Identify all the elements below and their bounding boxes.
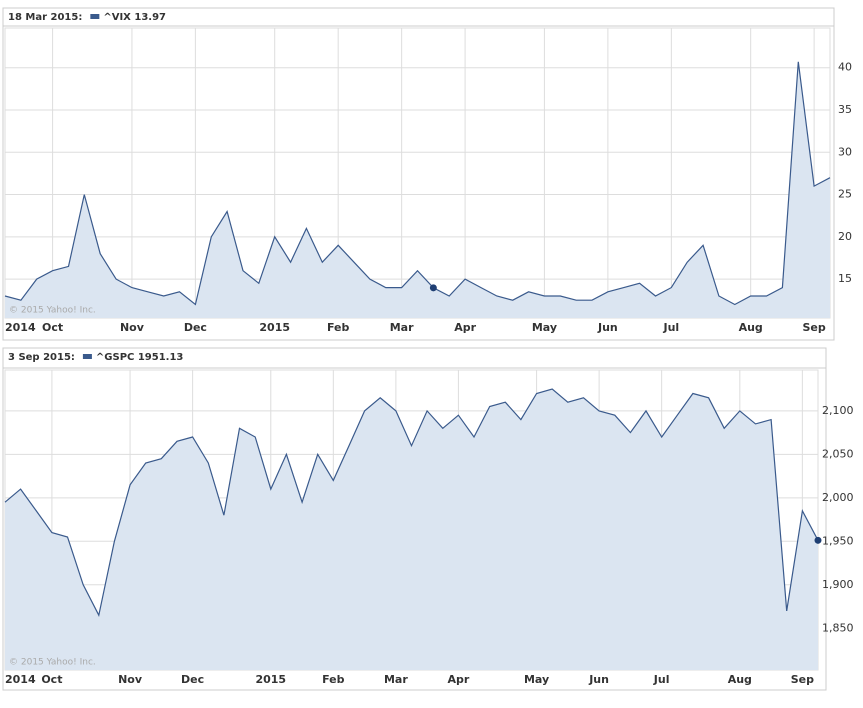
y-tick-label: 40 [838,61,852,74]
legend-label: ^GSPC 1951.13 [96,352,184,363]
legend-swatch [82,354,92,359]
watermark: © 2015 Yahoo! Inc. [9,658,96,668]
x-tick-label: Feb [327,321,350,334]
area [5,61,830,319]
x-tick-label: 2014 [5,321,36,334]
x-tick-label: Dec [184,321,207,334]
x-tick-label: Dec [181,673,204,686]
x-tick-label: Aug [739,321,763,334]
x-tick-label: Nov [120,321,145,334]
header-date: 3 Sep 2015: [8,352,75,363]
x-tick-label: Nov [118,673,143,686]
x-tick-label: Jun [597,321,618,334]
y-tick-label: 2,100 [822,404,854,417]
x-tick-label: May [524,673,549,686]
line [4,61,831,306]
x-tick-label: 2014 [5,673,36,686]
y-tick-label: 2,000 [822,491,854,504]
y-tick-label: 2,050 [822,447,854,460]
x-tick-label: Jul [653,673,670,686]
x-tick-label: Jun [588,673,609,686]
x-tick-label: Jul [662,321,679,334]
x-tick-label: Apr [454,321,476,334]
x-tick-label: Sep [791,673,814,686]
x-tick-label: Apr [447,673,469,686]
x-tick-label: 2015 [255,673,286,686]
x-tick-label: 2015 [259,321,290,334]
y-tick-label: 20 [838,230,852,243]
area [5,389,818,670]
x-tick-label: Feb [322,673,345,686]
x-tick-label: Sep [803,321,826,334]
x-tick-label: Oct [41,673,62,686]
x-tick-label: Mar [384,673,408,686]
highlight-marker [429,284,437,292]
y-tick-label: 1,900 [822,578,854,591]
y-tick-label: 25 [838,188,852,201]
x-tick-label: Oct [42,321,63,334]
y-tick-label: 1,850 [822,621,854,634]
y-tick-label: 30 [838,145,852,158]
x-tick-label: Aug [728,673,752,686]
highlight-marker [814,536,822,544]
legend-label: ^VIX 13.97 [103,12,166,23]
y-tick-label: 1,950 [822,534,854,547]
x-tick-label: May [532,321,557,334]
header-date: 18 Mar 2015: [8,12,82,23]
y-tick-label: 15 [838,272,852,285]
watermark: © 2015 Yahoo! Inc. [9,306,96,316]
y-tick-label: 35 [838,103,852,116]
legend-swatch [90,14,100,19]
x-tick-label: Mar [390,321,414,334]
line [4,388,819,617]
